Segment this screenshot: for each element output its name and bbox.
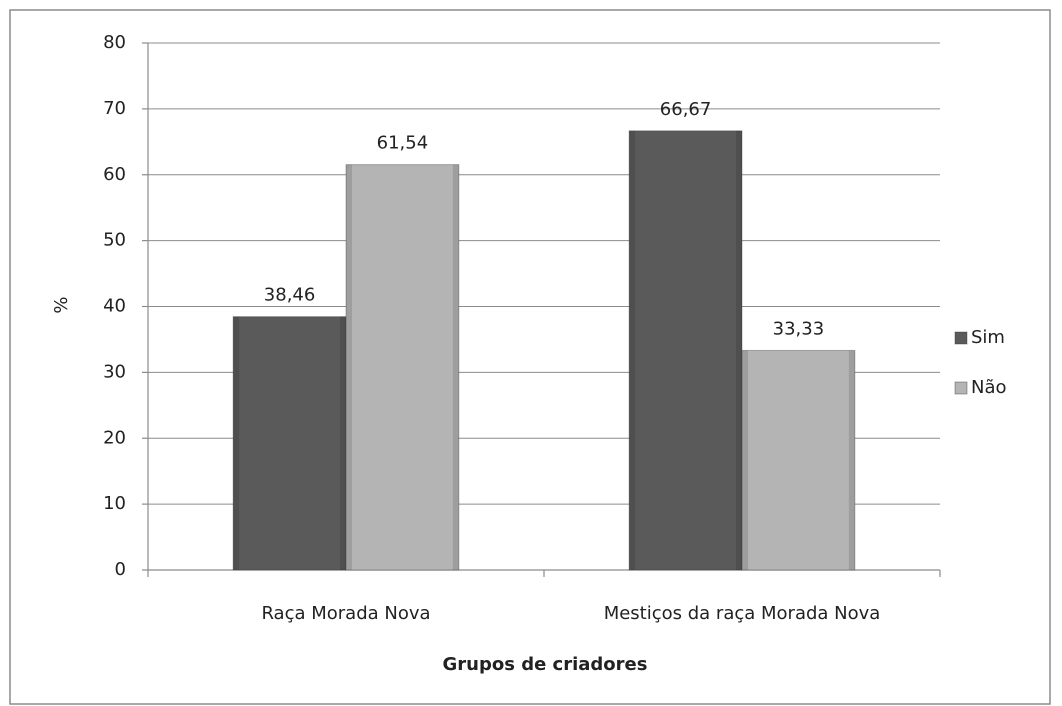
y-tick-label: 50: [103, 230, 126, 251]
bar: [345, 164, 460, 571]
bar-shade: [742, 350, 748, 570]
x-tick-label: Raça Morada Nova: [261, 603, 430, 624]
chart-frame: [9, 9, 1051, 705]
bar-shade: [848, 350, 855, 570]
bar-shade: [340, 316, 346, 570]
y-tick-label: 80: [103, 32, 126, 53]
value-label: 61,54: [377, 133, 429, 154]
value-label: 66,67: [660, 99, 712, 120]
bar-shade: [346, 164, 352, 570]
legend-label: Sim: [971, 327, 1005, 348]
y-tick-label: 70: [103, 98, 126, 119]
legend-swatch: [954, 331, 968, 345]
legend-swatch: [954, 381, 968, 395]
x-tick-label: Mestiços da raça Morada Nova: [604, 603, 881, 624]
bar: [232, 316, 347, 571]
y-tick-label: 20: [103, 427, 126, 448]
y-tick-label: 60: [103, 164, 126, 185]
y-axis-title: %: [51, 296, 72, 313]
bar: [628, 130, 743, 571]
y-tick-label: 10: [103, 493, 126, 514]
bar-shade: [452, 164, 459, 570]
value-label: 33,33: [773, 318, 825, 339]
y-tick-label: 40: [103, 296, 126, 317]
value-label: 38,46: [264, 285, 316, 306]
x-axis-title: Grupos de criadores: [443, 654, 648, 675]
y-tick-label: 0: [115, 559, 126, 580]
bar: [741, 349, 856, 571]
legend-label: Não: [971, 377, 1007, 398]
y-tick-label: 30: [103, 361, 126, 382]
bar-shade: [736, 130, 742, 570]
bar-shade: [233, 316, 240, 570]
bar-shade: [629, 130, 636, 570]
